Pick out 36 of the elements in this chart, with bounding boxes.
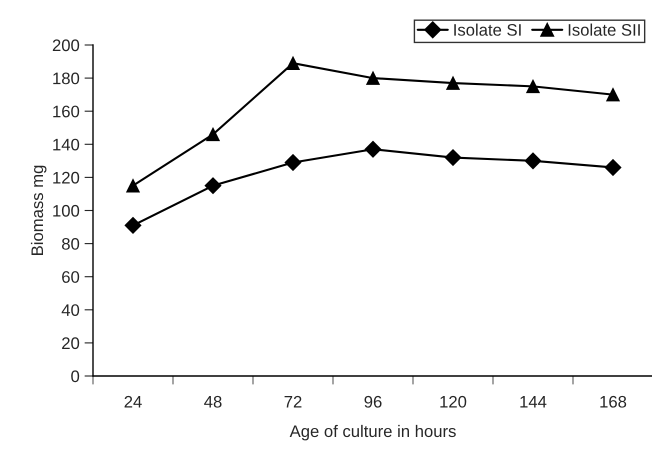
point bbox=[126, 178, 140, 192]
point bbox=[446, 76, 460, 90]
x-tick-label: 48 bbox=[204, 396, 222, 408]
y-tick-label: 180 bbox=[53, 72, 80, 84]
point bbox=[524, 152, 542, 170]
x-tick-label: 24 bbox=[124, 396, 142, 408]
point bbox=[526, 80, 540, 94]
point bbox=[606, 88, 620, 102]
x-tick-label: 72 bbox=[284, 396, 302, 408]
y-tick-label: 80 bbox=[62, 238, 80, 250]
point bbox=[364, 140, 382, 158]
y-tick-label: 200 bbox=[52, 39, 80, 52]
point bbox=[604, 159, 622, 176]
point bbox=[204, 177, 222, 194]
y-tick-label: 40 bbox=[62, 304, 80, 316]
point bbox=[286, 56, 300, 70]
y-axis-title: Biomass mg bbox=[30, 166, 46, 255]
point bbox=[284, 154, 302, 171]
point bbox=[124, 217, 142, 234]
y-tick-label: 20 bbox=[62, 337, 80, 350]
y-tick-label: 120 bbox=[53, 172, 80, 184]
x-tick-label: 168 bbox=[600, 396, 626, 408]
y-tick-label: 60 bbox=[62, 271, 80, 283]
y-tick-label: 160 bbox=[53, 106, 80, 118]
legend-label: Isolate SII bbox=[568, 24, 640, 36]
x-axis-title: Age of culture in hours bbox=[290, 424, 456, 440]
point bbox=[366, 71, 380, 85]
x-tick-label: 96 bbox=[364, 396, 382, 408]
x-tick-label: 120 bbox=[440, 396, 466, 408]
legend-label: Isolate SI bbox=[454, 24, 521, 36]
y-tick-label: 100 bbox=[53, 204, 80, 217]
x-tick-label: 144 bbox=[520, 396, 546, 408]
y-tick-label: 140 bbox=[53, 138, 80, 151]
point bbox=[444, 149, 462, 166]
y-tick-label: 0 bbox=[71, 370, 80, 382]
point bbox=[206, 128, 220, 142]
